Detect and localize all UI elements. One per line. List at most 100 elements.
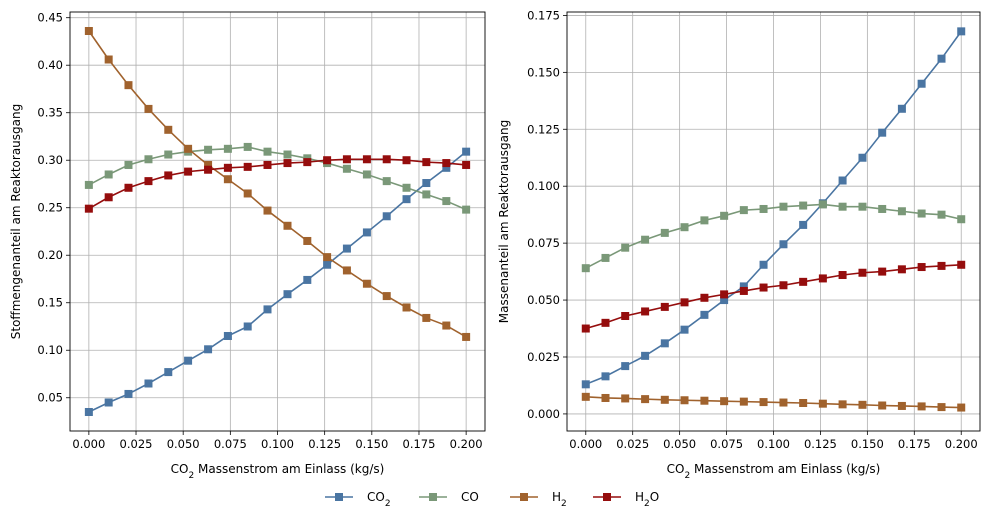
data-point — [681, 298, 689, 306]
data-point — [740, 287, 748, 295]
data-point — [760, 205, 768, 213]
data-point — [164, 126, 172, 134]
data-point — [144, 105, 152, 113]
y-tick-label: 0.075 — [527, 236, 560, 250]
data-point — [184, 168, 192, 176]
data-point — [582, 380, 590, 388]
legend-marker — [520, 493, 528, 501]
data-point — [858, 269, 866, 277]
y-tick-label: 0.025 — [527, 350, 560, 364]
x-tick-label: 0.150 — [851, 437, 884, 451]
data-point — [700, 397, 708, 405]
legend-label: H2O — [635, 490, 659, 509]
data-point — [601, 319, 609, 327]
data-point — [641, 352, 649, 360]
data-point — [343, 266, 351, 274]
data-point — [85, 408, 93, 416]
data-point — [363, 228, 371, 236]
data-point — [323, 253, 331, 261]
data-point — [184, 145, 192, 153]
data-point — [244, 322, 252, 330]
data-point — [144, 379, 152, 387]
data-point — [819, 400, 827, 408]
data-point — [105, 170, 113, 178]
data-point — [144, 155, 152, 163]
data-point — [839, 400, 847, 408]
data-point — [422, 314, 430, 322]
data-point — [938, 403, 946, 411]
data-point — [303, 276, 311, 284]
data-point — [105, 193, 113, 201]
x-tick-label: 0.025 — [120, 437, 153, 451]
y-tick-label: 0.10 — [37, 343, 63, 357]
data-point — [582, 325, 590, 333]
data-point — [383, 212, 391, 220]
data-point — [918, 263, 926, 271]
x-tick-label: 0.100 — [757, 437, 790, 451]
y-tick-label: 0.40 — [37, 58, 63, 72]
x-tick-label: 0.200 — [945, 437, 978, 451]
data-point — [105, 56, 113, 64]
data-point — [442, 197, 450, 205]
y-tick-label: 0.45 — [37, 11, 63, 25]
data-point — [957, 215, 965, 223]
data-point — [779, 399, 787, 407]
data-point — [898, 207, 906, 215]
data-point — [343, 155, 351, 163]
data-point — [462, 333, 470, 341]
data-point — [422, 190, 430, 198]
x-axis-label: CO2 Massenstrom am Einlass (kg/s) — [667, 462, 881, 481]
data-point — [641, 395, 649, 403]
data-point — [661, 339, 669, 347]
data-point — [720, 290, 728, 298]
data-point — [898, 265, 906, 273]
data-point — [957, 27, 965, 35]
x-tick-label: 0.000 — [72, 437, 105, 451]
x-axis-label: CO2 Massenstrom am Einlass (kg/s) — [171, 462, 385, 481]
data-point — [85, 181, 93, 189]
data-point — [283, 151, 291, 159]
data-point — [403, 156, 411, 164]
data-point — [779, 281, 787, 289]
data-point — [799, 278, 807, 286]
data-point — [244, 163, 252, 171]
y-tick-label: 0.050 — [527, 293, 560, 307]
data-point — [105, 398, 113, 406]
data-point — [264, 148, 272, 156]
data-point — [582, 393, 590, 401]
data-point — [839, 271, 847, 279]
data-point — [363, 280, 371, 288]
x-tick-label: 0.125 — [804, 437, 837, 451]
data-point — [164, 151, 172, 159]
x-tick-label: 0.075 — [214, 437, 247, 451]
legend-label: CO2 — [367, 490, 391, 509]
data-point — [184, 357, 192, 365]
data-point — [858, 401, 866, 409]
legend-label: CO — [461, 490, 479, 504]
data-point — [264, 305, 272, 313]
legend-label: H2 — [552, 490, 567, 509]
data-point — [204, 146, 212, 154]
data-point — [283, 290, 291, 298]
data-point — [164, 171, 172, 179]
data-point — [244, 143, 252, 151]
x-tick-label: 0.075 — [710, 437, 743, 451]
data-point — [601, 254, 609, 262]
data-point — [700, 294, 708, 302]
y-tick-label: 0.000 — [527, 407, 560, 421]
data-point — [164, 368, 172, 376]
data-point — [799, 202, 807, 210]
data-point — [621, 244, 629, 252]
data-point — [462, 161, 470, 169]
data-point — [422, 179, 430, 187]
data-point — [124, 81, 132, 89]
data-point — [799, 399, 807, 407]
y-tick-label: 0.125 — [527, 122, 560, 136]
data-point — [878, 205, 886, 213]
data-point — [224, 164, 232, 172]
data-point — [323, 156, 331, 164]
data-point — [878, 129, 886, 137]
x-tick-label: 0.175 — [898, 437, 931, 451]
data-point — [85, 27, 93, 35]
